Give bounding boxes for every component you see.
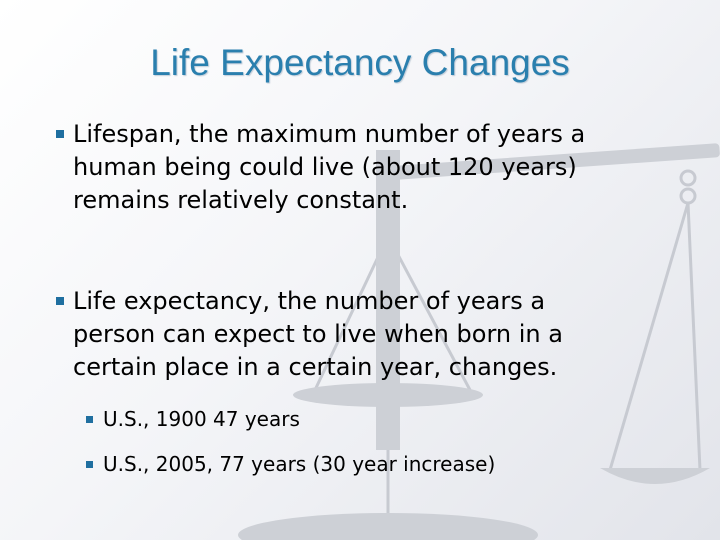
sub-bullet-item: U.S., 2005, 77 years (30 year increase) — [103, 452, 496, 476]
bullet-line: person can expect to live when born in a — [73, 320, 563, 348]
slide-title: Life Expectancy Changes — [150, 42, 570, 83]
bullet-line: Lifespan, the maximum number of years a — [73, 120, 586, 148]
square-bullet-icon — [86, 461, 93, 468]
bullet-line: remains relatively constant. — [73, 186, 409, 214]
square-bullet-icon — [56, 297, 64, 305]
bullet-line: certain place in a certain year, changes… — [73, 353, 558, 381]
square-bullet-icon — [56, 130, 64, 138]
bullet-line: Life expectancy, the number of years a — [73, 287, 546, 315]
sub-bullet-item: U.S., 1900 47 years — [103, 407, 300, 431]
square-bullet-icon — [86, 416, 93, 423]
bullet-line: human being could live (about 120 years) — [73, 153, 577, 181]
